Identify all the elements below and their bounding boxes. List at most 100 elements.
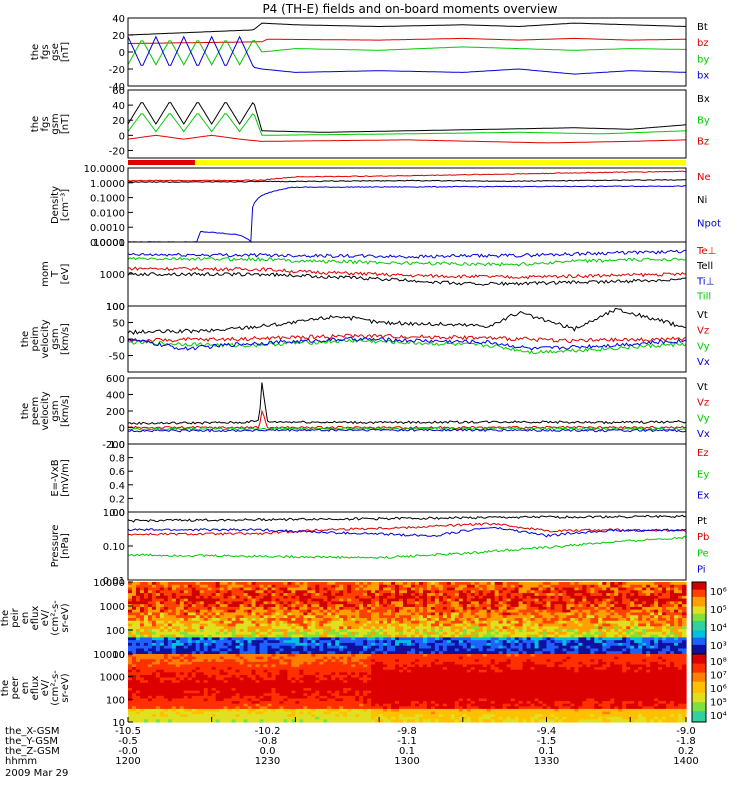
heatmap-cell: [446, 590, 452, 594]
heatmap-cell: [179, 584, 185, 589]
heatmap-cell: [355, 595, 360, 600]
heatmap-cell: [570, 582, 575, 586]
heatmap-cell: [295, 612, 300, 616]
heatmap-cell: [263, 626, 269, 630]
heatmap-cell: [207, 604, 213, 608]
heatmap-cell: [155, 685, 161, 689]
heatmap-cell: [143, 584, 149, 589]
heatmap-cell: [474, 626, 480, 630]
heatmap-cell: [163, 645, 169, 650]
heatmap-cell: [207, 656, 213, 660]
heatmap-cell: [403, 618, 408, 622]
heatmap-cell: [546, 645, 552, 650]
heatmap-cell: [662, 593, 667, 597]
heatmap-cell: [666, 629, 671, 633]
heatmap-cell: [279, 680, 285, 684]
heatmap-cell: [438, 584, 444, 589]
heatmap-cell: [267, 703, 273, 707]
heatmap-cell: [570, 598, 575, 602]
heatmap-cell: [367, 637, 372, 641]
heatmap-cell: [215, 669, 221, 673]
panel-p6: 6004002000-200thepeemvelocitygsm[km/s]Vt…: [20, 374, 710, 451]
heatmap-cell: [291, 626, 296, 630]
heatmap-cell: [662, 587, 667, 591]
heatmap-cell: [359, 615, 364, 619]
y-tick-label: 1000: [100, 602, 125, 613]
heatmap-cell: [434, 620, 440, 625]
heatmap-cell: [510, 604, 516, 608]
heatmap-cell: [195, 656, 201, 660]
heatmap-cell: [327, 598, 332, 602]
heatmap-cell: [223, 606, 229, 611]
heatmap-cell: [391, 590, 396, 594]
heatmap-cell: [442, 606, 448, 611]
heatmap-cell: [482, 598, 488, 602]
heatmap-cell: [155, 695, 161, 700]
heatmap-cell: [219, 669, 225, 673]
heatmap-cell: [618, 637, 623, 641]
heatmap-cell: [438, 601, 444, 605]
heatmap-cell: [654, 637, 659, 641]
heatmap-cell: [638, 598, 643, 602]
heatmap-cell: [271, 584, 277, 589]
heatmap-cell: [315, 623, 320, 627]
heatmap-cell: [187, 693, 193, 697]
heatmap-cell: [311, 651, 316, 655]
heatmap-cell: [542, 606, 548, 611]
heatmap-cell: [239, 682, 245, 686]
heatmap-cell: [255, 688, 261, 692]
legend-entry: Vx: [697, 357, 710, 368]
heatmap-cell: [267, 637, 273, 641]
heatmap-cell: [275, 648, 281, 652]
heatmap-cell: [267, 598, 273, 602]
heatmap-cell: [566, 620, 572, 625]
heatmap-cell: [410, 631, 416, 636]
heatmap-cell: [674, 645, 679, 650]
heatmap-cell: [231, 640, 237, 644]
panel-frame: [127, 511, 687, 581]
heatmap-cell: [335, 618, 340, 622]
heatmap-cell: [502, 631, 508, 636]
heatmap-cell: [143, 664, 149, 668]
heatmap-cell: [215, 685, 221, 689]
heatmap-cell: [323, 595, 328, 600]
heatmap-cell: [410, 634, 416, 638]
heatmap-cell: [271, 604, 277, 608]
heatmap-cell: [271, 648, 277, 652]
heatmap-cell: [235, 623, 241, 627]
heatmap-cell: [426, 634, 432, 638]
heatmap-cell: [299, 629, 304, 633]
heatmap-cell: [239, 672, 245, 676]
heatmap-cell: [223, 626, 229, 630]
heatmap-cell: [131, 595, 137, 600]
heatmap-cell: [151, 629, 157, 633]
series-line-by: [127, 40, 687, 66]
y-axis-label-line: [cm⁻³]: [60, 189, 71, 221]
heatmap-cell: [426, 615, 432, 619]
heatmap-cell: [574, 629, 579, 633]
colorbar-swatch: [692, 589, 706, 593]
heatmap-cell: [482, 626, 488, 630]
heatmap-cell: [195, 698, 201, 702]
heatmap-cell: [243, 654, 249, 658]
heatmap-cell: [259, 677, 265, 681]
heatmap-cell: [646, 604, 651, 608]
heatmap-cell: [454, 587, 460, 591]
heatmap-cell: [414, 634, 420, 638]
heatmap-cell: [594, 645, 599, 650]
heatmap-cell: [163, 667, 169, 671]
heatmap-cell: [438, 598, 444, 602]
heatmap-cell: [139, 719, 145, 723]
heatmap-cell: [167, 688, 173, 692]
heatmap-cell: [379, 651, 384, 655]
heatmap-cell: [478, 620, 484, 625]
y-tick-label: 0: [119, 48, 125, 59]
heatmap-cell: [235, 587, 241, 591]
heatmap-cell: [395, 626, 400, 630]
heatmap-cell: [299, 606, 304, 611]
heatmap-cell: [151, 612, 157, 616]
heatmap-cell: [135, 623, 141, 627]
heatmap-cell: [646, 637, 651, 641]
heatmap-cell: [128, 661, 133, 666]
